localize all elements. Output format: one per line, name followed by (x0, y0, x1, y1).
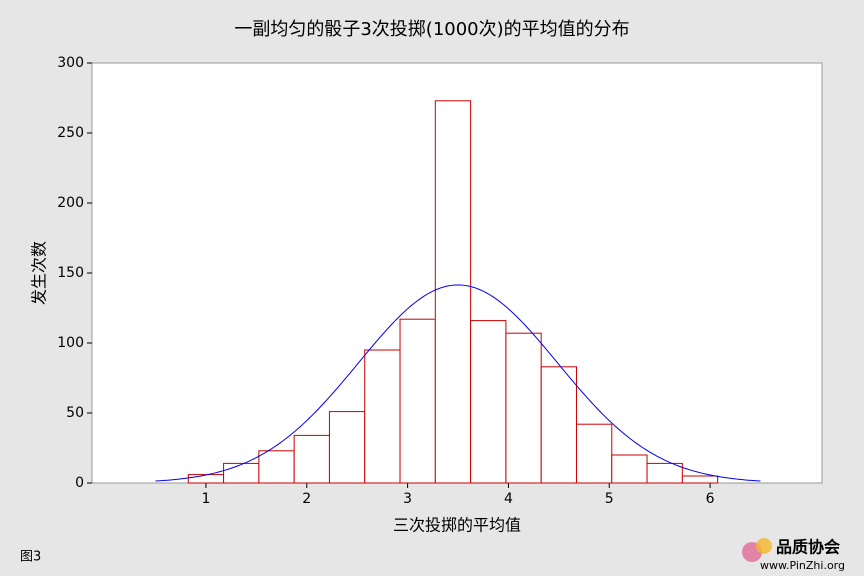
y-tick-label: 0 (75, 475, 84, 491)
bar (575, 423, 613, 484)
bar (434, 100, 472, 484)
y-tick-label: 250 (57, 125, 84, 141)
x-tick-label: 5 (605, 491, 614, 507)
y-tick-label: 200 (57, 195, 84, 211)
chart-title: 一副均匀的骰子3次投掷(1000次)的平均值的分布 (234, 19, 629, 40)
watermark-name: 品质协会 (776, 538, 840, 557)
logo (756, 538, 772, 554)
bar (223, 462, 260, 484)
x-axis-label: 三次投掷的平均值 (393, 516, 521, 535)
y-axis-label: 发生次数 (30, 241, 49, 305)
bar (328, 411, 366, 484)
bar (681, 475, 719, 484)
fit-curve (155, 284, 761, 482)
y-tick-label: 150 (57, 265, 84, 281)
bar (646, 462, 683, 484)
bar (293, 434, 330, 484)
x-tick-label: 6 (706, 491, 715, 507)
bar (364, 349, 401, 484)
x-tick-label: 2 (302, 491, 311, 507)
x-tick-label: 3 (403, 491, 412, 507)
bar (540, 366, 577, 484)
bar (470, 320, 507, 484)
x-tick-label: 4 (504, 491, 513, 507)
y-tick-label: 100 (57, 335, 84, 351)
bar (399, 318, 436, 484)
bar (258, 450, 295, 484)
y-tick-label: 50 (66, 405, 84, 421)
bar (505, 332, 542, 484)
watermark-url: www.PinZhi.org (760, 559, 845, 572)
bar (611, 454, 648, 484)
y-tick-label: 300 (57, 55, 84, 71)
bar (187, 474, 225, 484)
figure-label: 图3 (20, 550, 41, 565)
x-tick-label: 1 (201, 491, 210, 507)
